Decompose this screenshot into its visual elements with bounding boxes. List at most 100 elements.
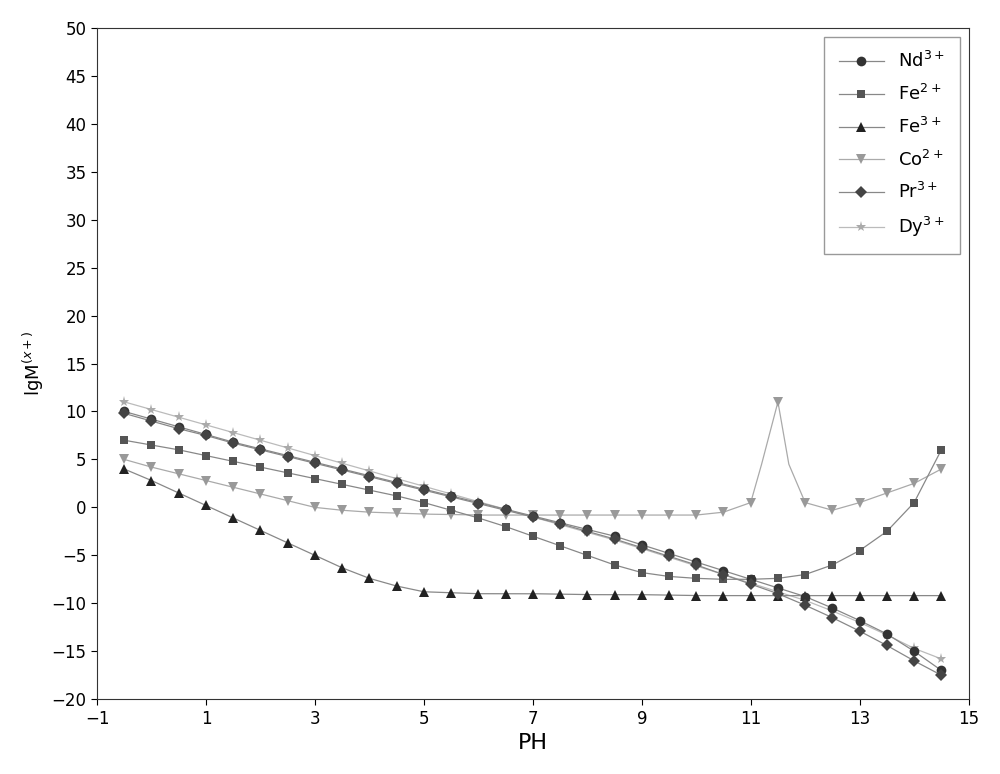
Fe$^{3+}$ [881, 591, 893, 601]
Fe$^{2+}$ [799, 570, 811, 579]
Pr$^{3+}$ [581, 527, 593, 536]
Nd$^{3+}$ [363, 471, 375, 481]
Dy$^{3+}$ [854, 618, 866, 627]
Nd$^{3+}$ [772, 584, 784, 593]
Fe$^{3+}$ [717, 591, 729, 601]
Fe$^{2+}$ [336, 480, 348, 489]
Nd$^{3+}$ [227, 437, 239, 447]
Dy$^{3+}$ [745, 578, 757, 587]
Nd$^{3+}$ [254, 444, 266, 454]
Nd$^{3+}$ [200, 430, 212, 439]
Co$^{2+}$ [145, 462, 157, 471]
Pr$^{3+}$ [799, 601, 811, 610]
Fe$^{2+}$ [581, 550, 593, 560]
Dy$^{3+}$ [772, 587, 784, 597]
Fe$^{2+}$ [173, 445, 185, 454]
Dy$^{3+}$ [500, 505, 512, 514]
Dy$^{3+}$ [935, 654, 947, 663]
Fe$^{3+}$ [173, 488, 185, 498]
Fe$^{2+}$ [881, 527, 893, 536]
Fe$^{2+}$ [609, 560, 621, 570]
Co$^{2+}$ [799, 498, 811, 507]
Dy$^{3+}$ [391, 474, 403, 483]
Co$^{2+}$ [908, 479, 920, 488]
Co$^{2+}$ [636, 510, 648, 519]
Fe$^{3+}$ [118, 464, 130, 474]
Co$^{2+}$ [826, 505, 838, 515]
Line: Pr$^{3+}$: Pr$^{3+}$ [120, 409, 946, 680]
Pr$^{3+}$ [445, 492, 457, 502]
Dy$^{3+}$ [527, 512, 539, 522]
Dy$^{3+}$ [881, 630, 893, 639]
Fe$^{2+}$ [854, 546, 866, 555]
Dy$^{3+}$ [254, 436, 266, 445]
Dy$^{3+}$ [690, 561, 702, 570]
Co$^{2+}$ [581, 510, 593, 519]
Nd$^{3+}$ [881, 629, 893, 639]
Nd$^{3+}$ [581, 525, 593, 534]
Fe$^{3+}$ [581, 590, 593, 599]
Nd$^{3+}$ [173, 422, 185, 431]
Nd$^{3+}$ [391, 478, 403, 487]
Pr$^{3+}$ [336, 465, 348, 474]
Dy$^{3+}$ [363, 466, 375, 475]
Fe$^{3+}$ [908, 591, 920, 601]
Co$^{2+}$ [609, 510, 621, 519]
Dy$^{3+}$ [663, 553, 675, 562]
Fe$^{2+}$ [554, 541, 566, 550]
Pr$^{3+}$ [472, 499, 484, 509]
Nd$^{3+}$ [717, 566, 729, 575]
Fe$^{2+}$ [309, 474, 321, 483]
Fe$^{3+}$ [200, 501, 212, 510]
Co$^{2+}$ [363, 508, 375, 517]
Fe$^{2+}$ [418, 498, 430, 507]
Pr$^{3+}$ [118, 409, 130, 418]
Dy$^{3+}$ [445, 489, 457, 498]
Fe$^{3+}$ [391, 581, 403, 591]
Nd$^{3+}$ [554, 518, 566, 527]
Co$^{2+}$ [445, 510, 457, 519]
Fe$^{2+}$ [391, 491, 403, 501]
Fe$^{2+}$ [772, 574, 784, 583]
Pr$^{3+}$ [772, 589, 784, 598]
Pr$^{3+}$ [363, 472, 375, 481]
Dy$^{3+}$ [636, 544, 648, 553]
Dy$^{3+}$ [418, 481, 430, 491]
Dy$^{3+}$ [717, 570, 729, 579]
Pr$^{3+}$ [254, 445, 266, 454]
Nd$^{3+}$ [336, 464, 348, 474]
Fe$^{3+}$ [363, 574, 375, 583]
Co$^{2+}$ [554, 510, 566, 519]
Line: Fe$^{3+}$: Fe$^{3+}$ [119, 464, 946, 601]
Fe$^{3+}$ [772, 591, 784, 601]
Co$^{2+}$ [881, 488, 893, 498]
Nd$^{3+}$ [472, 498, 484, 507]
Fe$^{2+}$ [227, 457, 239, 466]
Nd$^{3+}$ [118, 407, 130, 416]
Nd$^{3+}$ [745, 574, 757, 584]
X-axis label: PH: PH [518, 733, 548, 753]
Dy$^{3+}$ [336, 459, 348, 468]
Dy$^{3+}$ [118, 397, 130, 406]
Dy$^{3+}$ [554, 520, 566, 529]
Line: Fe$^{2+}$: Fe$^{2+}$ [120, 436, 946, 584]
Pr$^{3+}$ [826, 613, 838, 622]
Co$^{2+}$ [254, 489, 266, 498]
Pr$^{3+}$ [717, 570, 729, 579]
Pr$^{3+}$ [935, 670, 947, 680]
Co$^{2+}$ [282, 496, 294, 505]
Pr$^{3+}$ [500, 505, 512, 515]
Fe$^{3+}$ [309, 550, 321, 560]
Co$^{2+}$ [745, 498, 757, 507]
Fe$^{2+}$ [445, 505, 457, 515]
Pr$^{3+}$ [309, 459, 321, 468]
Fe$^{3+}$ [527, 589, 539, 598]
Dy$^{3+}$ [609, 536, 621, 545]
Pr$^{3+}$ [418, 485, 430, 495]
Fe$^{2+}$ [282, 468, 294, 478]
Nd$^{3+}$ [609, 532, 621, 541]
Nd$^{3+}$ [636, 540, 648, 550]
Pr$^{3+}$ [391, 479, 403, 488]
Co$^{2+}$ [336, 505, 348, 515]
Co$^{2+}$ [854, 498, 866, 507]
